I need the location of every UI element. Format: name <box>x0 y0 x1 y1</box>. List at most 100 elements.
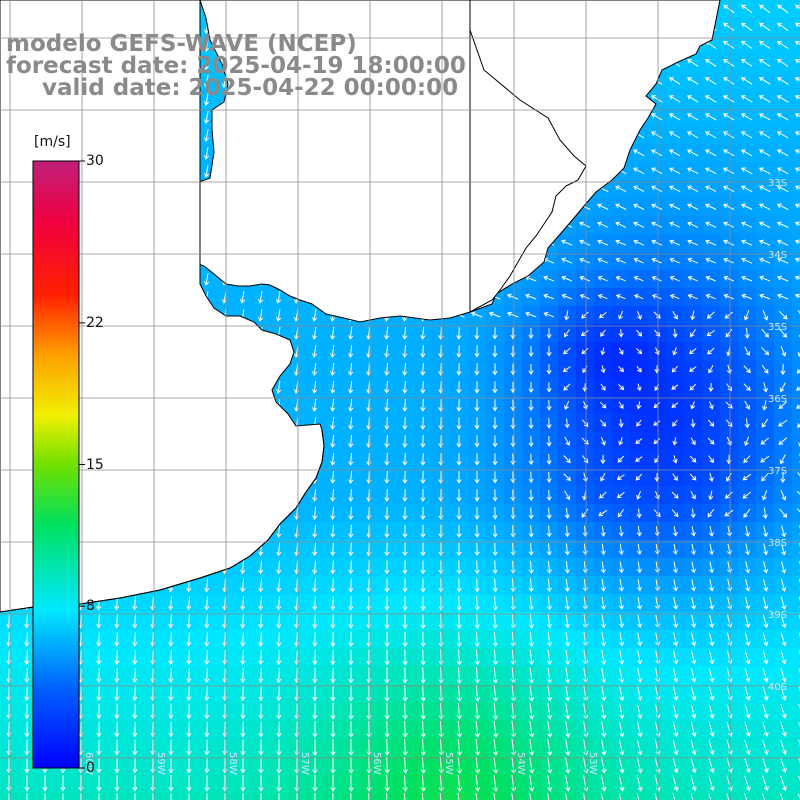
wind-arrow <box>635 473 643 481</box>
wind-arrow <box>186 614 192 629</box>
wind-arrow <box>780 721 787 737</box>
wind-arrow <box>779 454 786 465</box>
wind-arrow <box>690 543 696 556</box>
wind-arrow <box>420 596 426 611</box>
wind-arrow <box>780 578 787 592</box>
wind-arrow <box>276 596 282 611</box>
wind-arrow <box>276 775 282 792</box>
wind-arrow <box>600 347 606 356</box>
wind-arrow <box>615 203 627 210</box>
wind-arrow <box>330 560 336 575</box>
wind-arrow <box>636 721 643 738</box>
wind-arrow <box>780 650 787 665</box>
wind-arrow <box>525 293 537 300</box>
wind-arrow <box>600 543 606 556</box>
wind-arrow <box>186 739 192 756</box>
wind-arrow <box>276 542 282 557</box>
wind-arrow <box>258 578 264 593</box>
wind-arrow <box>438 631 444 648</box>
wind-arrow <box>384 578 390 593</box>
wind-arrow <box>529 757 535 774</box>
wind-arrow <box>386 792 388 800</box>
wind-arrow <box>402 613 408 630</box>
wind-arrow <box>744 703 751 719</box>
wind-arrow <box>384 398 390 412</box>
wind-arrow <box>758 95 771 103</box>
wind-arrow <box>474 381 480 394</box>
wind-arrow <box>330 667 336 684</box>
wind-arrow <box>796 404 800 409</box>
wind-arrow <box>439 792 442 800</box>
wind-arrow <box>168 596 174 611</box>
colorbar-tick-label: 15 <box>86 456 104 473</box>
wind-arrow <box>240 775 246 792</box>
wind-arrow <box>565 649 571 666</box>
wind-arrow <box>456 738 463 756</box>
wind-arrow <box>168 632 174 647</box>
wind-arrow <box>510 542 516 556</box>
wind-arrow <box>759 58 771 67</box>
wind-arrow <box>776 257 789 264</box>
wind-arrow <box>402 738 408 756</box>
wind-arrow <box>510 489 516 502</box>
speed-cell <box>594 792 613 800</box>
wind-arrow <box>650 149 663 157</box>
wind-arrow <box>366 720 372 738</box>
wind-arrow <box>276 739 282 756</box>
wind-arrow <box>384 649 390 666</box>
wind-arrow <box>546 346 552 357</box>
wind-arrow <box>528 578 534 593</box>
wind-arrow <box>330 685 336 702</box>
wind-arrow <box>761 418 769 428</box>
wind-arrow <box>619 685 625 702</box>
wind-arrow <box>132 667 138 683</box>
wind-arrow <box>438 667 444 684</box>
wind-arrow <box>204 649 210 665</box>
wind-arrow <box>493 702 499 720</box>
wind-arrow <box>797 472 800 477</box>
wind-arrow <box>258 614 264 629</box>
lat-label: 37S <box>768 466 787 477</box>
speed-cell <box>792 0 800 19</box>
wind-arrow <box>62 793 64 800</box>
wind-arrow <box>384 434 390 448</box>
wind-arrow <box>798 739 800 753</box>
wind-arrow <box>599 401 607 409</box>
wind-arrow <box>762 703 769 719</box>
wind-arrow <box>546 596 552 611</box>
wind-arrow <box>722 149 735 157</box>
wind-arrow <box>744 418 750 429</box>
wind-arrow <box>597 239 609 246</box>
wind-arrow <box>722 185 735 193</box>
wind-arrow <box>330 703 336 720</box>
wind-arrow <box>438 542 444 557</box>
wind-arrow <box>672 455 678 464</box>
speed-cell <box>612 792 631 800</box>
speed-cell <box>792 180 800 199</box>
wind-arrow <box>600 757 607 774</box>
wind-arrow <box>312 596 318 611</box>
lon-label: 60W <box>83 752 94 775</box>
wind-arrow <box>546 543 552 556</box>
lat-label: 40S <box>768 682 787 693</box>
wind-arrow <box>492 542 498 557</box>
wind-arrow <box>762 632 769 647</box>
wind-arrow <box>330 434 336 448</box>
wind-arrow <box>779 793 784 800</box>
wind-arrow <box>132 703 138 720</box>
wind-arrow <box>672 328 678 339</box>
wind-arrow <box>690 685 697 701</box>
wind-arrow <box>402 596 408 611</box>
wind-arrow <box>780 739 787 755</box>
wind-arrow <box>616 491 625 499</box>
wind-arrow <box>96 757 102 774</box>
speed-cell <box>792 396 800 415</box>
wind-arrow <box>474 542 480 557</box>
wind-arrow <box>798 721 800 734</box>
speed-cell <box>792 216 800 235</box>
wind-arrow <box>797 793 800 800</box>
wind-arrow <box>704 131 717 139</box>
wind-arrow <box>528 507 534 520</box>
wind-arrow <box>330 362 336 376</box>
wind-arrow <box>600 525 606 537</box>
